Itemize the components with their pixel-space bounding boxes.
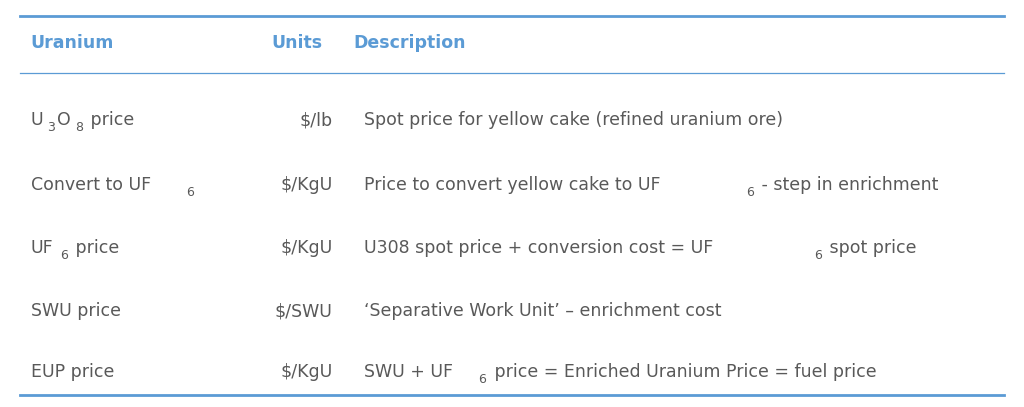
Text: $/KgU: $/KgU bbox=[281, 176, 333, 194]
Text: - step in enrichment: - step in enrichment bbox=[757, 176, 939, 194]
Text: $/lb: $/lb bbox=[300, 111, 333, 129]
Text: U308 spot price + conversion cost = UF: U308 spot price + conversion cost = UF bbox=[364, 239, 713, 257]
Text: Price to convert yellow cake to UF: Price to convert yellow cake to UF bbox=[364, 176, 660, 194]
Text: Convert to UF: Convert to UF bbox=[31, 176, 151, 194]
Text: 3: 3 bbox=[47, 121, 55, 134]
Text: Uranium: Uranium bbox=[31, 34, 114, 52]
Text: spot price: spot price bbox=[824, 239, 916, 257]
Text: ‘Separative Work Unit’ – enrichment cost: ‘Separative Work Unit’ – enrichment cost bbox=[364, 302, 721, 320]
Text: Spot price for yellow cake (refined uranium ore): Spot price for yellow cake (refined uran… bbox=[364, 111, 782, 129]
Text: price: price bbox=[85, 111, 134, 129]
Text: EUP price: EUP price bbox=[31, 363, 114, 381]
Text: 8: 8 bbox=[75, 121, 83, 134]
Text: SWU price: SWU price bbox=[31, 302, 121, 320]
Text: UF: UF bbox=[31, 239, 53, 257]
Text: 6: 6 bbox=[746, 186, 754, 199]
Text: O: O bbox=[57, 111, 71, 129]
Text: SWU + UF: SWU + UF bbox=[364, 363, 453, 381]
Text: price = Enriched Uranium Price = fuel price: price = Enriched Uranium Price = fuel pr… bbox=[488, 363, 877, 381]
Text: 6: 6 bbox=[814, 249, 822, 262]
Text: $/KgU: $/KgU bbox=[281, 363, 333, 381]
Text: price: price bbox=[70, 239, 120, 257]
Text: $/SWU: $/SWU bbox=[274, 302, 333, 320]
Text: U: U bbox=[31, 111, 43, 129]
Text: 6: 6 bbox=[185, 186, 194, 199]
Text: Units: Units bbox=[271, 34, 323, 52]
Text: Description: Description bbox=[353, 34, 466, 52]
Text: $/KgU: $/KgU bbox=[281, 239, 333, 257]
Text: 6: 6 bbox=[478, 373, 486, 386]
Text: 6: 6 bbox=[60, 249, 68, 262]
